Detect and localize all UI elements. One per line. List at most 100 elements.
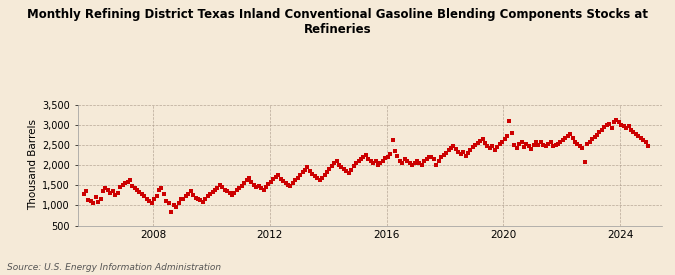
Point (446, 146, 456, 150)
Point (95, 197, 106, 202)
Point (438, 153, 449, 157)
Point (161, 199, 171, 204)
Point (273, 173, 284, 177)
Point (414, 161, 425, 165)
Point (300, 168, 310, 172)
Point (482, 144, 493, 148)
Point (190, 196, 201, 200)
Point (380, 156, 391, 160)
Point (353, 159, 364, 163)
Point (609, 120, 620, 125)
Point (110, 193, 121, 197)
Point (163, 201, 174, 205)
Point (185, 189, 196, 193)
Point (460, 154, 471, 158)
Point (156, 186, 167, 191)
Point (468, 145, 479, 149)
Point (205, 192, 215, 196)
Point (263, 182, 274, 186)
Point (90, 195, 101, 199)
Point (224, 191, 235, 196)
Point (336, 165, 347, 169)
Point (400, 157, 410, 161)
Point (545, 140, 556, 145)
Point (462, 151, 473, 155)
Point (630, 131, 641, 136)
Point (309, 174, 320, 178)
Point (119, 181, 130, 185)
Point (596, 127, 607, 132)
Point (553, 142, 564, 146)
Point (146, 201, 157, 205)
Point (616, 122, 626, 127)
Point (585, 139, 595, 144)
Point (302, 165, 313, 169)
Point (516, 139, 527, 144)
Point (200, 197, 211, 202)
Point (362, 157, 373, 161)
Point (368, 161, 379, 165)
Point (385, 152, 396, 156)
Point (389, 149, 400, 153)
Point (234, 186, 245, 191)
Point (78, 192, 89, 196)
Point (307, 172, 318, 176)
Point (217, 185, 227, 189)
Point (112, 191, 123, 195)
Point (227, 193, 238, 197)
Point (271, 175, 281, 179)
Point (259, 188, 269, 192)
Point (188, 193, 198, 197)
Point (324, 167, 335, 171)
Point (375, 161, 386, 165)
Point (261, 185, 271, 189)
Point (623, 124, 634, 128)
Point (574, 144, 585, 148)
Point (407, 163, 418, 167)
Point (295, 173, 306, 177)
Point (244, 176, 254, 180)
Point (198, 200, 209, 204)
Point (397, 161, 408, 165)
Point (176, 197, 186, 202)
Point (115, 185, 126, 189)
Point (418, 159, 429, 163)
Text: Source: U.S. Energy Information Administration: Source: U.S. Energy Information Administ… (7, 263, 221, 272)
Point (132, 188, 142, 192)
Point (265, 180, 276, 184)
Point (409, 161, 420, 165)
Point (579, 160, 590, 164)
Point (550, 143, 561, 147)
Point (589, 134, 600, 139)
Point (129, 186, 140, 191)
Point (93, 200, 104, 204)
Point (219, 188, 230, 192)
Point (148, 197, 159, 202)
Point (166, 210, 177, 214)
Point (134, 190, 145, 195)
Point (465, 147, 476, 152)
Point (319, 173, 330, 177)
Point (142, 197, 153, 202)
Point (221, 189, 232, 193)
Point (346, 168, 356, 172)
Point (450, 147, 461, 151)
Point (509, 143, 520, 147)
Point (458, 150, 468, 154)
Y-axis label: Thousand Barrels: Thousand Barrels (28, 120, 38, 210)
Point (241, 178, 252, 183)
Point (329, 161, 340, 165)
Point (275, 177, 286, 181)
Point (103, 188, 113, 192)
Point (506, 131, 517, 135)
Point (538, 143, 549, 147)
Point (212, 186, 223, 191)
Point (86, 199, 97, 204)
Point (443, 147, 454, 152)
Point (331, 159, 342, 163)
Point (83, 198, 94, 202)
Point (283, 183, 294, 187)
Point (304, 169, 315, 173)
Point (394, 159, 405, 163)
Point (472, 141, 483, 145)
